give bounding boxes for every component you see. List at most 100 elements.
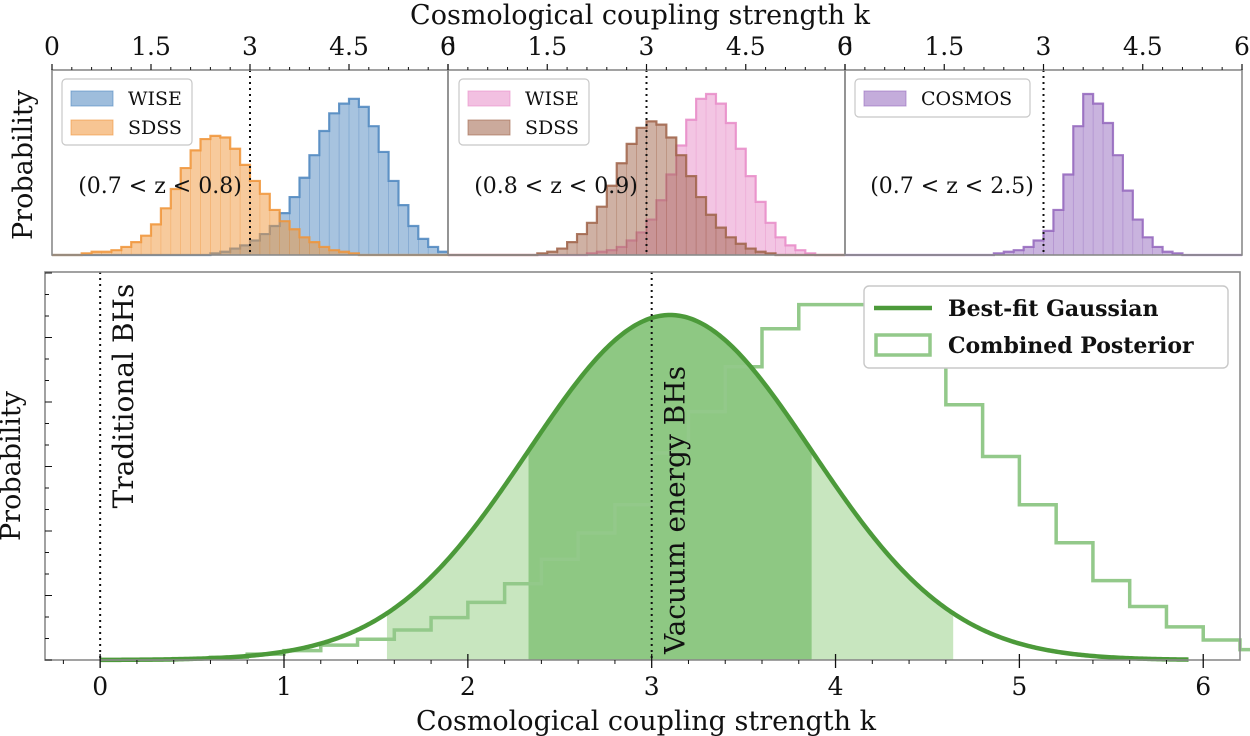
bar	[378, 151, 389, 256]
x-tick-label: 3	[644, 672, 660, 701]
tick-label: 4.5	[726, 32, 766, 61]
hist-outline	[52, 134, 448, 257]
legend-label-wise: WISE	[525, 88, 579, 110]
tick-label: 3	[1036, 32, 1052, 61]
bar	[309, 154, 320, 256]
bar	[190, 150, 201, 256]
bar	[1102, 122, 1114, 256]
bar	[775, 236, 786, 256]
tick-label: 1.5	[131, 32, 171, 61]
hist-sdss-0	[52, 134, 448, 257]
bar	[566, 241, 578, 256]
bar	[656, 124, 667, 256]
bar	[368, 125, 379, 256]
bar	[269, 209, 280, 256]
bar	[408, 225, 419, 256]
hist-cosmos-2	[845, 92, 1242, 257]
gaussian-curve	[100, 312, 1189, 663]
bar	[289, 228, 300, 256]
legend-label-wise: WISE	[128, 88, 182, 110]
bar	[160, 208, 172, 256]
bar	[725, 236, 737, 256]
bar	[745, 175, 756, 256]
tick-label: 0	[837, 32, 853, 61]
bar	[259, 193, 271, 256]
panel-top-right: 0 1.5 3 4.5 6 COSMOS (0.7 < z < 2.5)	[837, 32, 1250, 257]
bar	[755, 201, 766, 256]
legend-swatch-cosmos	[863, 90, 907, 107]
legend-label-sdss: SDSS	[128, 117, 182, 139]
tick-label: 4.5	[329, 32, 369, 61]
legend-swatch-wise	[70, 90, 114, 107]
bar	[626, 143, 637, 256]
bar	[348, 98, 360, 256]
bar	[675, 154, 687, 256]
x-tick-label: 2	[460, 672, 476, 701]
top-ylabel: Probability	[8, 89, 39, 240]
bar	[318, 246, 330, 256]
legend-label-posterior: Combined Posterior	[948, 333, 1194, 359]
panel-top-left: 0 1.5 3 4.5 6 WISE SDSS (0.7 < z < 0.8)	[44, 32, 456, 257]
bar	[417, 238, 429, 256]
redshift-range: (0.7 < z < 0.8)	[78, 174, 242, 199]
bar	[735, 148, 747, 256]
bottom-ylabel: Probability	[0, 390, 27, 541]
bar	[1142, 236, 1153, 256]
legend-box	[854, 78, 1031, 118]
bottom-axis-title: Cosmological coupling strength k	[416, 706, 877, 736]
bar	[398, 204, 409, 256]
legend: WISE SDSS	[458, 78, 590, 146]
bar	[1072, 125, 1084, 256]
vacuum-energy-bhs-label: Vacuum energy BHs	[659, 366, 692, 655]
legend-label-gaussian: Best-fit Gaussian	[948, 296, 1159, 322]
bar	[140, 235, 152, 256]
x-tick-label: 4	[828, 672, 844, 701]
bar	[338, 103, 350, 256]
bar	[1043, 230, 1054, 256]
tick-label: 4.5	[1123, 32, 1163, 61]
x-tick-label: 6	[1195, 672, 1211, 701]
bar	[279, 220, 290, 256]
bar	[388, 180, 399, 256]
bar	[427, 246, 439, 256]
legend: WISE SDSS	[61, 78, 193, 146]
bar	[715, 227, 727, 256]
legend-swatch-sdss	[70, 119, 114, 136]
bar	[130, 241, 142, 256]
legend-swatch-posterior	[874, 333, 932, 357]
bar	[1033, 240, 1044, 256]
panel-bottom: Traditional BHs Vacuum energy BHs 0 1 2 3 4 5 6 B…	[44, 271, 1250, 701]
bar	[1063, 174, 1074, 256]
panel-top-middle: 0 1.5 3 4.5 6 WISE SDSS (0.8 < z < 0.9)	[440, 32, 853, 257]
tick-label: 6	[440, 32, 456, 61]
bar	[735, 243, 747, 256]
bar	[1122, 190, 1134, 256]
x-tick-label: 0	[92, 672, 108, 701]
bar	[666, 137, 677, 256]
x-tick-label: 5	[1011, 672, 1027, 701]
tick-label: 6	[1234, 32, 1250, 61]
legend-label-cosmos: COSMOS	[921, 88, 1012, 110]
bar	[1053, 209, 1064, 256]
bar	[765, 222, 776, 256]
legend-swatch-sdss	[467, 119, 511, 136]
posterior-steps	[100, 302, 1250, 662]
bar	[695, 196, 707, 256]
bar	[318, 130, 330, 256]
bar	[249, 180, 261, 256]
bar	[596, 206, 608, 256]
legend-box	[863, 285, 1229, 369]
bar	[705, 214, 717, 256]
legend: Best-fit Gaussian Combined Posterior	[863, 285, 1229, 369]
bar	[1092, 103, 1104, 256]
bar	[150, 224, 162, 256]
bar	[1152, 246, 1163, 256]
bar	[646, 121, 657, 256]
tick-label: 3	[242, 32, 258, 61]
bar	[685, 175, 697, 256]
bar	[299, 236, 310, 256]
redshift-range: (0.7 < z < 2.5)	[870, 174, 1034, 199]
tick-label: 6	[837, 32, 853, 61]
legend: COSMOS	[854, 78, 1031, 118]
